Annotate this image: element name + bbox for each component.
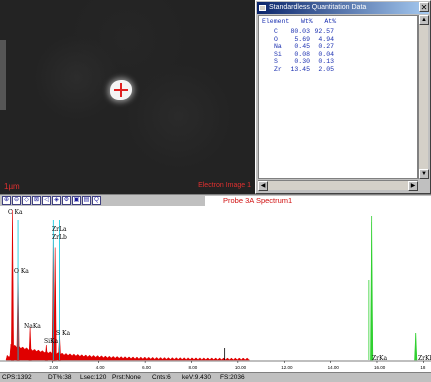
quant-table: Element Wt% At% C 80.03 92.57 O 5.69 4.94 Na 0.… [258, 15, 418, 179]
x-tick-label: 10.00 [235, 365, 247, 370]
peak-label: O Ka [14, 268, 29, 275]
status-kev: keV:9.430 [182, 374, 212, 381]
status-fs: FS:2036 [220, 374, 245, 381]
quant-row: S 0.30 0.13 [262, 58, 414, 66]
peak-label: NaKa [24, 323, 41, 330]
quant-header: Element Wt% At% [262, 18, 337, 25]
x-tick-label: 6.00 [142, 365, 151, 370]
x-tick-label: 18 [420, 365, 426, 370]
quant-cell-element: Na [274, 43, 282, 50]
x-tick-label: 4.00 [96, 365, 105, 370]
quant-cell-at: 4.94 [318, 35, 334, 43]
export-icon[interactable]: ▤ [82, 196, 91, 205]
left-edge-strip [0, 40, 6, 110]
shrink-icon[interactable]: ⊠ [32, 196, 41, 205]
spectrum-continuum [5, 343, 250, 361]
quant-row: C 80.03 92.57 [262, 28, 414, 36]
quant-cell-at: 0.27 [318, 43, 334, 50]
status-cps: CPS:1392 [2, 374, 32, 381]
close-button[interactable]: ✕ [419, 2, 429, 12]
quant-cell-wt: 13.45 [290, 65, 310, 73]
scroll-down-icon[interactable]: ▼ [419, 169, 429, 179]
status-cnts: Cnts:6 [152, 374, 171, 381]
scroll-up-icon[interactable]: ▲ [419, 15, 429, 25]
quant-cell-at: 2.05 [318, 65, 334, 73]
quant-cell-wt: 0.30 [294, 58, 310, 65]
peak-label: ZrLb [52, 234, 67, 241]
quant-title-bar[interactable]: Standardless Quantitation Data [257, 2, 429, 14]
window-icon [259, 5, 266, 11]
quant-window: Standardless Quantitation Data ✕ Element… [255, 0, 431, 194]
quant-rows: C 80.03 92.57 O 5.69 4.94 Na 0.45 0.27 Si 0.08 0.04… [262, 28, 414, 73]
quant-cell-at: 0.04 [318, 50, 334, 58]
expand-icon[interactable]: ◇ [22, 196, 31, 205]
peak-label: SiKa [44, 338, 59, 345]
status-prst: Prst:None [112, 374, 141, 381]
print-icon[interactable]: ▣ [72, 196, 81, 205]
quant-row: Na 0.45 0.27 [262, 43, 414, 51]
quant-cell-element: S [274, 58, 278, 65]
spectrum-peak [28, 326, 32, 361]
horizontal-scrollbar[interactable]: ◀ ▶ [258, 180, 418, 191]
settings-icon[interactable]: ⚙ [62, 196, 71, 205]
peak-label: ZrKa [372, 355, 388, 362]
quant-row: Zr 13.45 2.05 [262, 66, 414, 74]
x-tick-label: 16.00 [374, 365, 386, 370]
scroll-left-icon[interactable]: ◀ [258, 181, 268, 191]
quant-cell-wt: 5.69 [294, 35, 310, 43]
x-tick-label: 2.00 [49, 365, 58, 370]
image-name-label: Electron Image 1 [198, 182, 251, 189]
quant-cell-wt: 0.45 [294, 43, 310, 50]
quant-cell-at: 0.13 [318, 58, 334, 65]
x-tick-label: 8.00 [188, 365, 197, 370]
electron-image-pane[interactable]: 1µm Electron Image 1 [0, 0, 255, 194]
mark-icon[interactable]: ◁ [42, 196, 51, 205]
vertical-scrollbar[interactable]: ▲ ▼ [418, 15, 429, 179]
quant-row: Si 0.08 0.04 [262, 51, 414, 59]
quant-cell-element: Si [274, 50, 282, 58]
quant-row: O 5.69 4.94 [262, 36, 414, 44]
zoom-in-icon[interactable]: ⊕ [2, 196, 11, 205]
x-tick-label: 12.00 [281, 365, 293, 370]
peak-label: ZrLa [52, 226, 67, 233]
quant-cell-wt: 80.03 [290, 28, 310, 35]
spectrum-toolbar: ⊕ ⊖ ◇ ⊠ ◁ ◈ ⚙ ▣ ▤ Q Probe 3A Spectrum1 [0, 194, 431, 206]
quant-cell-wt: 0.08 [294, 50, 310, 58]
peak-label: S Ka [56, 330, 71, 337]
quant-cell-element: Zr [274, 65, 282, 73]
zoom-out-icon[interactable]: ⊖ [12, 196, 21, 205]
spectrum-peak [10, 209, 14, 361]
status-dt: DT%:38 [48, 374, 72, 381]
peak-label: C Ka [8, 209, 23, 216]
quant-cell-element: O [274, 35, 278, 43]
scroll-right-icon[interactable]: ▶ [408, 181, 418, 191]
quant-cell-element: C [274, 28, 278, 35]
spectrum-peak [44, 344, 48, 361]
quant-cell-at: 92.57 [314, 28, 334, 35]
overlay-icon[interactable]: ◈ [52, 196, 61, 205]
status-lsec: Lsec:120 [80, 374, 107, 381]
scale-label: 1µm [4, 182, 20, 191]
x-tick-label: 14.00 [328, 365, 340, 370]
spectrum-peak [53, 247, 57, 361]
peak-label: ZrKb [418, 355, 431, 362]
status-bar: CPS:1392 DT%:38 Lsec:120 Prst:None Cnts:… [0, 372, 431, 382]
probe-crosshair-v [120, 83, 122, 97]
spectrum-title: Probe 3A Spectrum1 [205, 196, 431, 206]
quant-title-text: Standardless Quantitation Data [269, 4, 367, 11]
search-icon[interactable]: Q [92, 196, 101, 205]
